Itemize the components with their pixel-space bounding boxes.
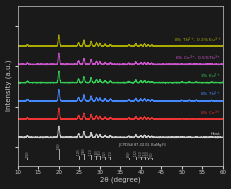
Text: (132): (132) — [146, 150, 149, 157]
Text: 6% Ce$^{3+}$, 0.5%Tb$^{3+}$: 6% Ce$^{3+}$, 0.5%Tb$^{3+}$ — [174, 54, 220, 63]
Y-axis label: Intensity (a.u.): Intensity (a.u.) — [6, 60, 12, 111]
Text: (111): (111) — [89, 148, 93, 155]
X-axis label: 2θ (degree): 2θ (degree) — [100, 177, 140, 184]
Text: (131): (131) — [108, 150, 112, 157]
Text: 8% Tb$^{3+}$, 0.3% Eu$^{3+}$: 8% Tb$^{3+}$, 0.3% Eu$^{3+}$ — [173, 36, 220, 45]
Text: (132): (132) — [133, 149, 137, 156]
Text: (151): (151) — [142, 150, 146, 157]
Text: Host: Host — [210, 132, 220, 136]
Text: (041): (041) — [97, 149, 101, 156]
Text: JCPDS#87-0201 BaMgF$_4$: JCPDS#87-0201 BaMgF$_4$ — [118, 141, 167, 149]
Text: 8% Tb$^{3+}$: 8% Tb$^{3+}$ — [199, 90, 220, 99]
Text: (060): (060) — [126, 151, 130, 157]
Text: (040): (040) — [82, 147, 85, 154]
Text: (002): (002) — [103, 150, 107, 157]
Text: (200): (200) — [149, 151, 153, 158]
Text: 3% Eu$^{3+}$: 3% Eu$^{3+}$ — [199, 72, 220, 81]
Text: (020): (020) — [25, 151, 29, 157]
Text: (020): (020) — [57, 143, 61, 149]
Text: (130): (130) — [94, 149, 98, 156]
Text: 6% Ce$^{3+}$: 6% Ce$^{3+}$ — [199, 108, 220, 118]
Text: (151): (151) — [138, 150, 142, 157]
Text: (110): (110) — [76, 149, 80, 156]
